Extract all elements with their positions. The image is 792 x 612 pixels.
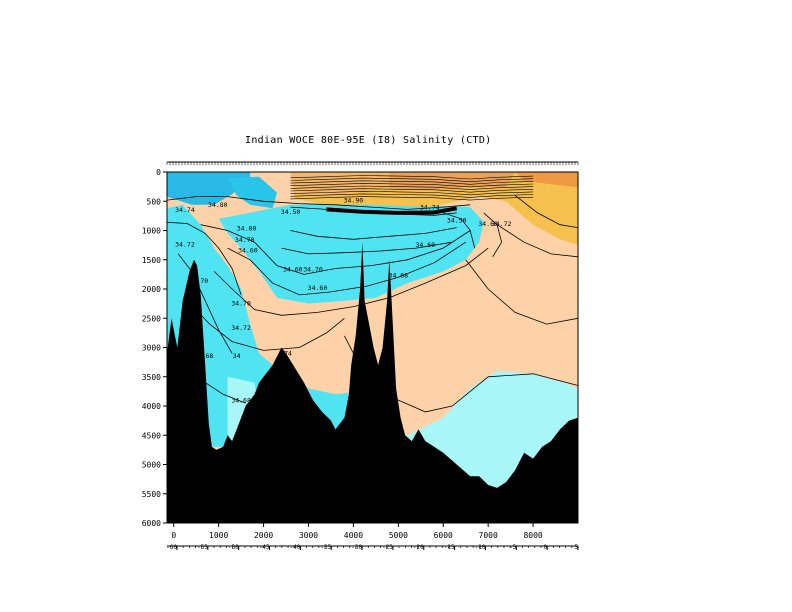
surface-contour-line bbox=[290, 175, 534, 180]
latitude-tick-label: -5 bbox=[509, 544, 517, 551]
bathymetry bbox=[167, 242, 578, 523]
contour-label: 34.72 bbox=[231, 324, 251, 332]
contour-label: 34.68 bbox=[389, 271, 409, 279]
surface-contour-line bbox=[290, 177, 534, 183]
latitude-tick-label: 0 bbox=[544, 544, 548, 551]
contour-label: 34.90 bbox=[344, 196, 364, 204]
latitude-tick-label: -25 bbox=[382, 544, 393, 551]
contour-label: 34.70 bbox=[189, 277, 209, 285]
contour-label: 34.72 bbox=[492, 220, 512, 228]
thermocline-dense-band bbox=[326, 206, 458, 215]
contour-label: .74 bbox=[280, 350, 292, 358]
y-tick-label: 5500 bbox=[142, 490, 161, 499]
latitude-tick-label: -50 bbox=[228, 544, 239, 551]
contour-line bbox=[514, 195, 578, 228]
contour-line bbox=[290, 227, 457, 240]
contour-line bbox=[200, 224, 471, 275]
contour-label: 34.80 bbox=[237, 225, 257, 233]
contour-label: 34.50 bbox=[281, 208, 301, 216]
contour-label: 34.60 bbox=[415, 241, 435, 249]
surface-contour-line bbox=[290, 180, 534, 185]
upper-orange-east bbox=[515, 172, 578, 188]
contour-line bbox=[213, 247, 489, 316]
contour-label: 34 bbox=[233, 352, 241, 360]
x-tick-label: 3000 bbox=[299, 531, 318, 540]
contour-label: 34.60 bbox=[308, 284, 328, 292]
y-tick-label: 4000 bbox=[142, 402, 161, 411]
y-tick-label: 0 bbox=[156, 168, 161, 177]
contour-line bbox=[362, 373, 578, 413]
surface-low-salinity-2 bbox=[227, 176, 277, 209]
contour-line bbox=[483, 212, 503, 258]
surface-contour-line bbox=[290, 196, 534, 201]
surface-contour-line bbox=[290, 193, 534, 198]
contour-line bbox=[167, 196, 471, 210]
latitude-tick-label: -35 bbox=[320, 544, 331, 551]
surface-contour-line bbox=[290, 185, 534, 190]
contour-line bbox=[177, 253, 233, 354]
x-tick-label: 0 bbox=[171, 531, 176, 540]
surface-contour-line bbox=[290, 183, 534, 188]
contour-label: 34.70 bbox=[231, 299, 251, 307]
latitude-tick-label: -10 bbox=[475, 544, 486, 551]
contour-line bbox=[167, 221, 242, 296]
contour-label: 34.70 bbox=[235, 236, 255, 244]
contour-line bbox=[465, 259, 578, 325]
y-tick-label: 1000 bbox=[142, 227, 161, 236]
surface-contour-line bbox=[290, 190, 534, 196]
y-tick-label: 3500 bbox=[142, 373, 161, 382]
y-tick-label: 2500 bbox=[142, 314, 161, 323]
latitude-tick-label: -60 bbox=[166, 544, 177, 551]
latitude-tick-label: 5 bbox=[574, 544, 578, 551]
x-tick-label: 5000 bbox=[389, 531, 408, 540]
contour-label: .68 bbox=[202, 352, 214, 360]
y-tick-label: 1500 bbox=[142, 256, 161, 265]
latitude-tick-label: -55 bbox=[197, 544, 208, 551]
x-tick-label: 6000 bbox=[434, 531, 453, 540]
contour-label: 34.60 bbox=[283, 265, 303, 273]
latitude-tick-label: -15 bbox=[444, 544, 455, 551]
chart-title: Indian WOCE 80E-95E (I8) Salinity (CTD) bbox=[245, 135, 492, 146]
latitude-tick-label: -30 bbox=[351, 544, 362, 551]
contour-line bbox=[443, 212, 476, 249]
contour-label: 34.60 bbox=[478, 220, 498, 228]
y-tick-label: 3000 bbox=[142, 344, 161, 353]
contour-label: 34.70 bbox=[303, 265, 323, 273]
contour-label: 34.72 bbox=[175, 240, 195, 248]
contour-label: 34.60 bbox=[238, 247, 258, 255]
latitude-tick-label: -20 bbox=[413, 544, 424, 551]
surface-contour-line bbox=[290, 188, 534, 193]
y-tick-label: 2000 bbox=[142, 285, 161, 294]
y-tick-label: 500 bbox=[147, 197, 162, 206]
contour-label: 34.74 bbox=[175, 206, 195, 214]
y-tick-label: 5000 bbox=[142, 461, 161, 470]
x-tick-label: 1000 bbox=[209, 531, 228, 540]
contour-label: 34.50 bbox=[447, 216, 467, 224]
x-tick-label: 8000 bbox=[523, 531, 542, 540]
latitude-tick-label: -45 bbox=[259, 544, 270, 551]
contour-label: 34.68 bbox=[231, 396, 251, 404]
contour-line bbox=[186, 300, 345, 351]
y-tick-label: 6000 bbox=[142, 519, 161, 528]
y-tick-label: 4500 bbox=[142, 431, 161, 440]
contour-line bbox=[227, 241, 466, 296]
intermediate-water-tongue bbox=[218, 202, 484, 304]
x-tick-label: 7000 bbox=[479, 531, 498, 540]
contour-label: 34.80 bbox=[208, 201, 228, 209]
contour-label: 34.74 bbox=[420, 203, 440, 211]
x-tick-label: 4000 bbox=[344, 531, 363, 540]
contour-line bbox=[496, 224, 578, 258]
latitude-tick-label: -40 bbox=[290, 544, 301, 551]
x-tick-label: 2000 bbox=[254, 531, 273, 540]
contour-lines bbox=[167, 175, 578, 413]
